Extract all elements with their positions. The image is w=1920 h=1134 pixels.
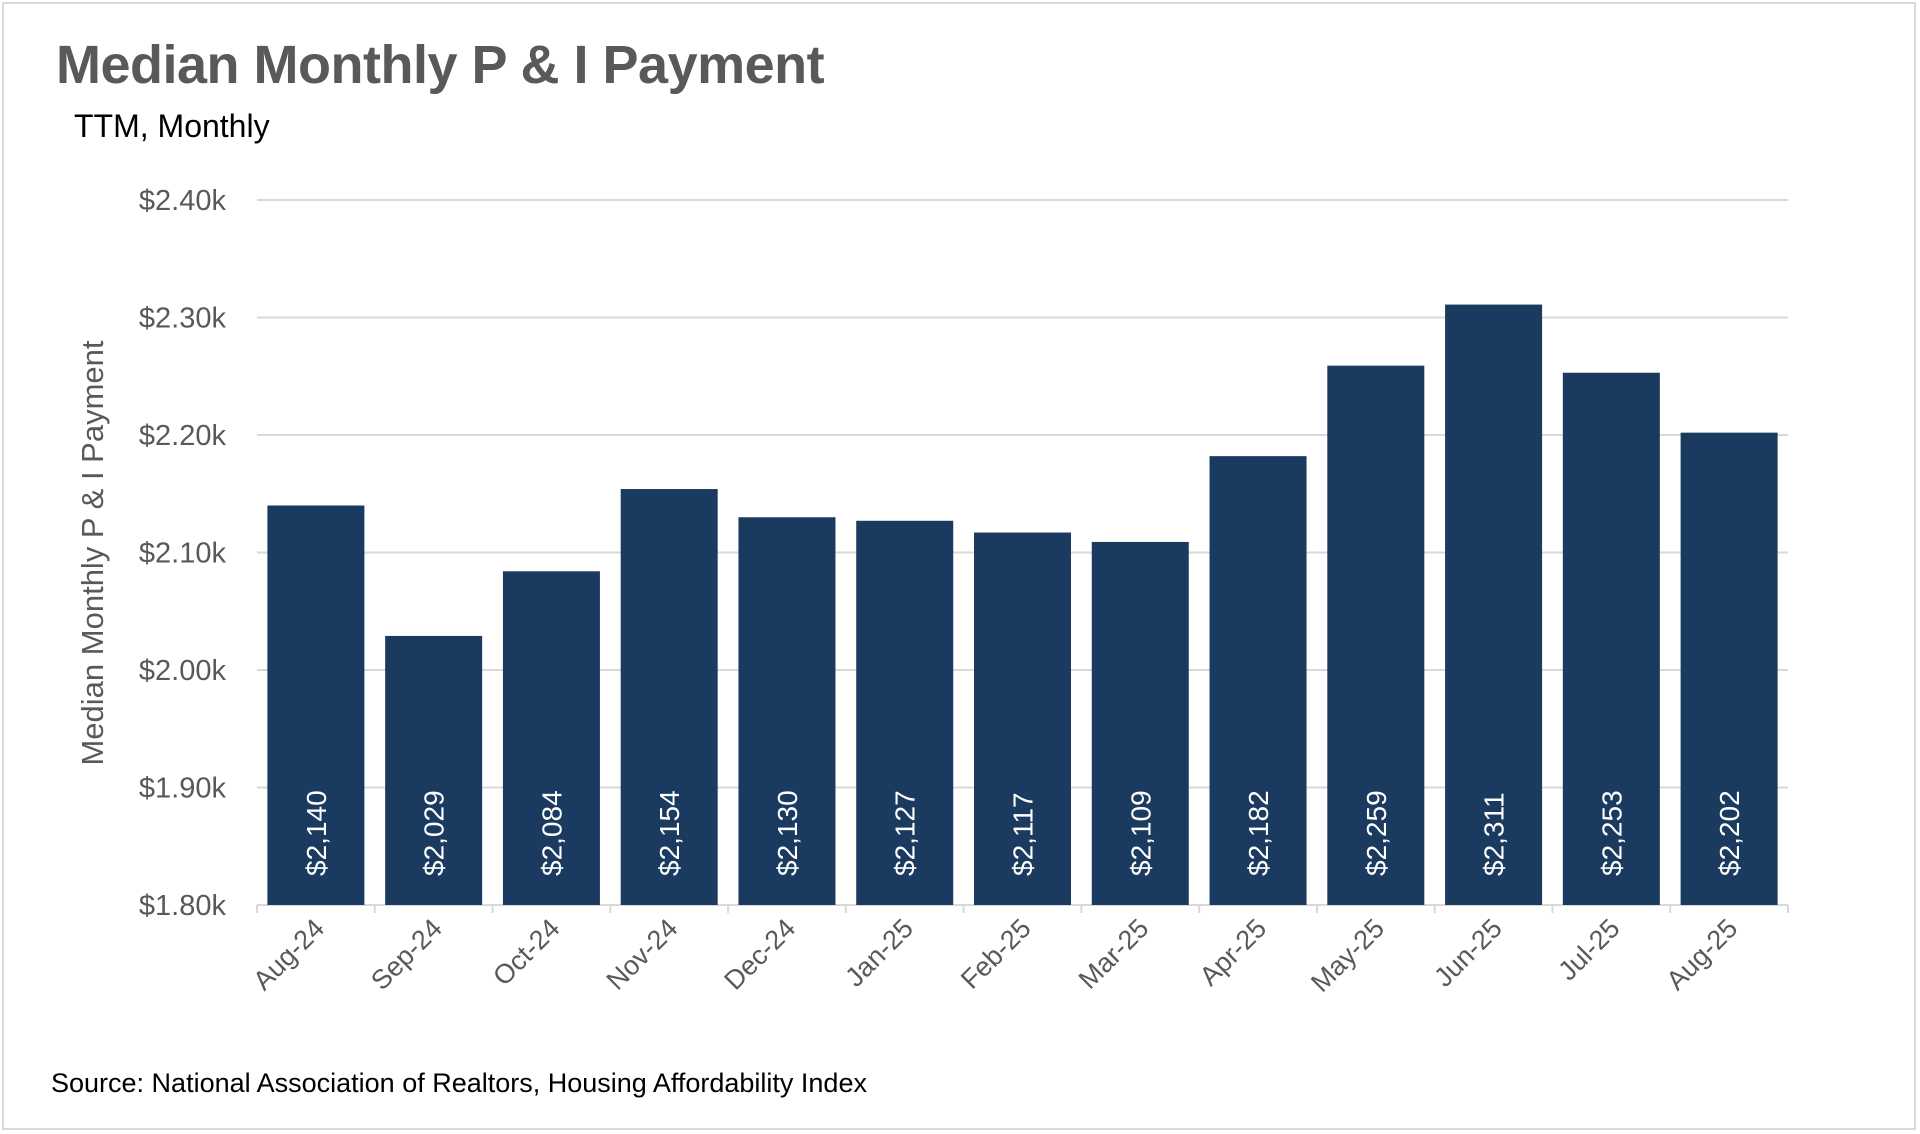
bar	[502, 571, 600, 905]
x-tick-label: Mar-25	[1073, 913, 1155, 995]
x-tick-label: Oct-24	[487, 913, 566, 992]
bar	[1562, 372, 1660, 906]
bar	[974, 532, 1071, 905]
data-label: $2,109	[1125, 790, 1156, 876]
x-tick-label: Dec-24	[718, 913, 801, 996]
x-tick-label: Jun-25	[1428, 913, 1508, 993]
source-note: Source: National Association of Realtors…	[51, 1068, 867, 1098]
data-label: $2,202	[1714, 790, 1745, 876]
data-label: $2,311	[1479, 792, 1510, 876]
bar	[385, 635, 483, 905]
y-axis-title: Median Monthly P & I Payment	[75, 340, 110, 765]
data-label: $2,117	[1008, 792, 1039, 876]
x-tick-label: May-25	[1305, 913, 1390, 998]
x-tick-label: Jul-25	[1552, 913, 1625, 986]
bar	[1209, 456, 1307, 905]
data-label: $2,084	[536, 790, 567, 876]
x-tick-label: Nov-24	[601, 913, 684, 996]
x-tick-label: Feb-25	[955, 913, 1037, 995]
data-label: $2,259	[1361, 790, 1392, 876]
x-tick-label: Aug-24	[247, 913, 330, 996]
x-tick-label: Aug-25	[1661, 913, 1744, 996]
bar	[856, 520, 954, 905]
x-tick-label: Apr-25	[1194, 913, 1273, 992]
y-tick-label: $1.80k	[139, 890, 227, 922]
bar	[738, 517, 836, 905]
y-tick-label: $1.90k	[139, 773, 227, 805]
x-tick-label: Jan-25	[839, 913, 919, 993]
chart-title: Median Monthly P & I Payment	[56, 35, 825, 95]
bar	[1680, 432, 1778, 905]
bar	[267, 505, 365, 905]
y-tick-label: $2.30k	[139, 303, 227, 335]
bar	[620, 489, 718, 905]
data-label: $2,154	[654, 790, 685, 876]
y-tick-label: $2.40k	[139, 185, 227, 217]
data-label: $2,130	[772, 790, 803, 876]
bar	[1445, 304, 1543, 905]
bar	[1091, 541, 1189, 905]
x-tick-label: Sep-24	[365, 913, 448, 996]
data-label: $2,029	[419, 790, 450, 876]
data-label: $2,140	[301, 790, 332, 876]
y-tick-label: $2.20k	[139, 420, 227, 452]
chart-subtitle: TTM, Monthly	[74, 108, 270, 144]
bar	[1327, 365, 1425, 905]
data-label: $2,253	[1596, 790, 1627, 876]
data-label: $2,127	[890, 790, 921, 876]
y-tick-label: $2.00k	[139, 655, 227, 687]
y-tick-label: $2.10k	[139, 538, 227, 570]
data-label: $2,182	[1243, 790, 1274, 876]
